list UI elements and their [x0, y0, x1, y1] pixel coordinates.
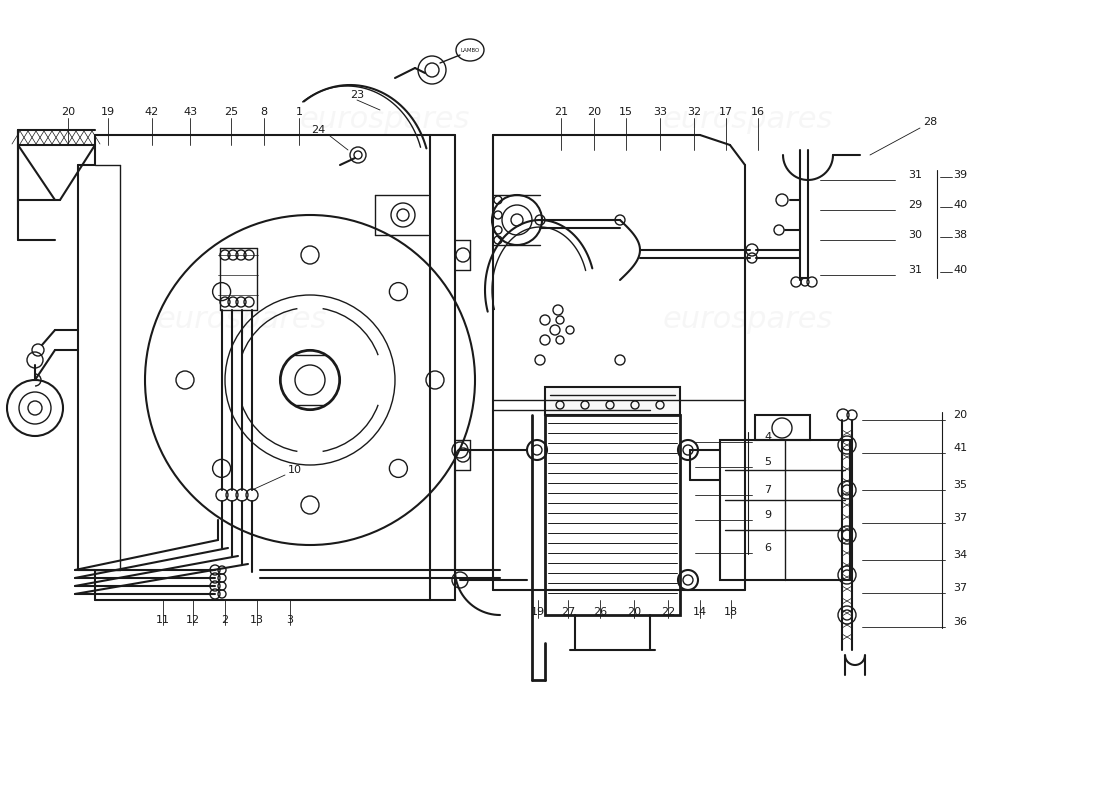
Text: 20: 20 [587, 107, 601, 117]
Text: 9: 9 [764, 510, 771, 520]
Text: eurospares: eurospares [157, 306, 327, 334]
Text: 31: 31 [908, 170, 922, 180]
Text: 39: 39 [953, 170, 967, 180]
Text: 26: 26 [593, 607, 607, 617]
Text: 15: 15 [619, 107, 632, 117]
Text: 18: 18 [724, 607, 738, 617]
Text: 2: 2 [221, 615, 229, 625]
Text: 34: 34 [953, 550, 967, 560]
Text: 24: 24 [311, 125, 326, 135]
Text: 7: 7 [764, 485, 771, 495]
Text: 11: 11 [156, 615, 170, 625]
Text: 38: 38 [953, 230, 967, 240]
Text: eurospares: eurospares [663, 306, 833, 334]
Text: 6: 6 [764, 543, 771, 553]
Text: 16: 16 [751, 107, 764, 117]
Text: 14: 14 [693, 607, 707, 617]
Bar [544, 387, 680, 415]
Text: 17: 17 [719, 107, 733, 117]
Text: 13: 13 [250, 615, 264, 625]
Text: 21: 21 [554, 107, 568, 117]
Text: 22: 22 [661, 607, 675, 617]
Text: 25: 25 [224, 107, 238, 117]
Text: 4: 4 [764, 432, 771, 442]
Text: 20: 20 [627, 607, 641, 617]
Text: 32: 32 [686, 107, 701, 117]
Text: 27: 27 [561, 607, 575, 617]
Text: 42: 42 [145, 107, 160, 117]
Text: 37: 37 [953, 583, 967, 593]
Text: eurospares: eurospares [663, 106, 833, 134]
Text: 20: 20 [60, 107, 75, 117]
Text: 43: 43 [183, 107, 197, 117]
Text: 40: 40 [953, 200, 967, 210]
Text: 20: 20 [953, 410, 967, 420]
Text: 1: 1 [296, 107, 303, 117]
Text: 29: 29 [908, 200, 922, 210]
Text: 12: 12 [186, 615, 200, 625]
Bar [755, 415, 810, 440]
Text: 28: 28 [923, 117, 937, 127]
Text: 37: 37 [953, 513, 967, 523]
Text: 3: 3 [286, 615, 294, 625]
Text: 41: 41 [953, 443, 967, 453]
Text: 19: 19 [531, 607, 546, 617]
Text: 23: 23 [350, 90, 364, 100]
Text: 31: 31 [908, 265, 922, 275]
Text: 40: 40 [953, 265, 967, 275]
Text: 35: 35 [953, 480, 967, 490]
Text: 33: 33 [653, 107, 667, 117]
Text: 5: 5 [764, 457, 771, 467]
Text: 19: 19 [101, 107, 116, 117]
Text: 36: 36 [953, 617, 967, 627]
Text: 30: 30 [908, 230, 922, 240]
Text: eurospares: eurospares [300, 106, 470, 134]
Text: LAMBO: LAMBO [461, 47, 480, 53]
Bar [544, 415, 680, 615]
Text: 8: 8 [261, 107, 267, 117]
Text: 10: 10 [288, 465, 302, 475]
Bar [720, 440, 850, 580]
